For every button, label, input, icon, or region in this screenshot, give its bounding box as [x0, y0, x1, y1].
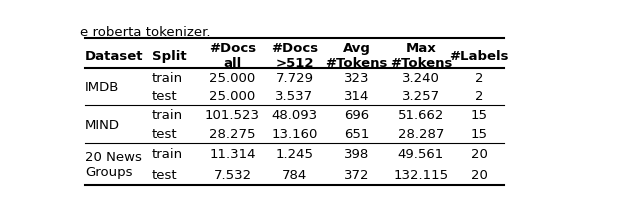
Text: MIND: MIND: [85, 118, 120, 131]
Text: train: train: [152, 147, 183, 160]
Text: 784: 784: [282, 168, 307, 181]
Text: 15: 15: [471, 127, 488, 140]
Text: 20 News
Groups: 20 News Groups: [85, 150, 142, 178]
Text: 132.115: 132.115: [394, 168, 449, 181]
Text: 20: 20: [471, 147, 488, 160]
Text: Max
#Tokens: Max #Tokens: [390, 42, 452, 70]
Text: 3.257: 3.257: [402, 90, 440, 103]
Text: 49.561: 49.561: [398, 147, 444, 160]
Text: 48.093: 48.093: [271, 109, 317, 122]
Text: 28.275: 28.275: [209, 127, 256, 140]
Text: train: train: [152, 109, 183, 122]
Text: 7.729: 7.729: [275, 71, 314, 84]
Text: 101.523: 101.523: [205, 109, 260, 122]
Text: 2: 2: [475, 90, 484, 103]
Text: 323: 323: [344, 71, 369, 84]
Text: 20: 20: [471, 168, 488, 181]
Text: #Docs
>512: #Docs >512: [271, 42, 318, 70]
Text: 398: 398: [344, 147, 369, 160]
Text: e roberta tokenizer.: e roberta tokenizer.: [80, 26, 211, 39]
Text: 13.160: 13.160: [271, 127, 317, 140]
Text: #Docs
all: #Docs all: [209, 42, 256, 70]
Text: Split: Split: [152, 50, 186, 62]
Text: 28.287: 28.287: [398, 127, 444, 140]
Text: 7.532: 7.532: [214, 168, 252, 181]
Text: 51.662: 51.662: [398, 109, 444, 122]
Text: test: test: [152, 168, 177, 181]
Text: 25.000: 25.000: [209, 90, 255, 103]
Text: #Labels: #Labels: [449, 50, 509, 62]
Text: 3.240: 3.240: [402, 71, 440, 84]
Text: 2: 2: [475, 71, 484, 84]
Text: test: test: [152, 90, 177, 103]
Text: 25.000: 25.000: [209, 71, 255, 84]
Text: Avg
#Tokens: Avg #Tokens: [325, 42, 388, 70]
Text: 11.314: 11.314: [209, 147, 256, 160]
Text: 3.537: 3.537: [275, 90, 314, 103]
Text: Dataset: Dataset: [85, 50, 143, 62]
Text: 1.245: 1.245: [275, 147, 314, 160]
Text: 372: 372: [344, 168, 369, 181]
Text: 15: 15: [471, 109, 488, 122]
Text: IMDB: IMDB: [85, 81, 119, 94]
Text: 314: 314: [344, 90, 369, 103]
Text: 651: 651: [344, 127, 369, 140]
Text: 696: 696: [344, 109, 369, 122]
Text: test: test: [152, 127, 177, 140]
Text: train: train: [152, 71, 183, 84]
